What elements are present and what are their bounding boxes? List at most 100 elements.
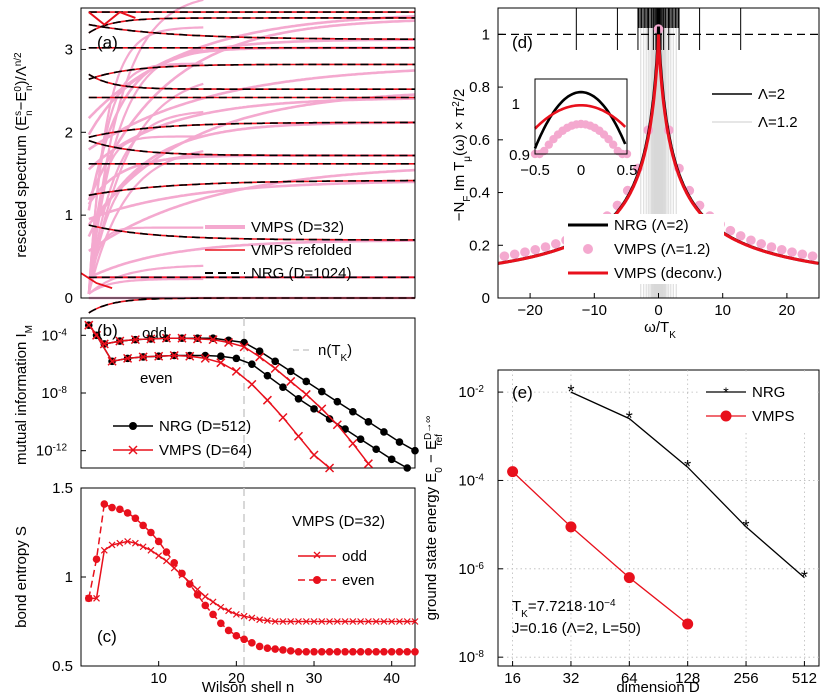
odd-marker (302, 618, 310, 625)
legend-vmps-d64: VMPS (D=64) (159, 442, 252, 459)
even-marker (279, 646, 287, 654)
nrg-marker (286, 367, 295, 376)
panel-e-ytick-label: 10-8 (458, 649, 484, 667)
odd-marker (100, 546, 108, 554)
inset-xtick-pos: 0.5 (617, 162, 638, 179)
even-marker (92, 555, 101, 563)
annotation-j: J=0.16 (Λ=2, L=50) (512, 620, 641, 637)
panel-c-ylabel: bond entropy S (13, 526, 30, 628)
panel-b-yticks: 10-4 10-8 10-12 (36, 327, 86, 460)
panel-e-legend: * NRG VMPS (700, 374, 816, 432)
vmps-lambda12-dot (530, 244, 541, 255)
even-marker (154, 537, 163, 546)
odd-marker (155, 552, 163, 560)
legend-vmps-d32: VMPS (D=32) (251, 219, 344, 236)
odd-marker (372, 618, 380, 625)
legend-lambda-2: Λ=2 (758, 86, 785, 103)
nrg-marker: * (567, 382, 574, 402)
vmps-marker (84, 320, 94, 330)
vmps-marker (332, 420, 342, 430)
vmps-marker (115, 336, 125, 346)
nrg-d1024-curve (88, 17, 415, 34)
panel-b-ytick-label: 10-12 (36, 442, 68, 460)
vmps-marker (99, 339, 109, 349)
panel-a-legend: VMPS (D=32) VMPS refolded NRG (D=1024) (205, 219, 352, 282)
vmps-marker (247, 379, 257, 389)
vmps-d32-curve (87, 82, 204, 295)
vmps-marker (169, 350, 179, 361)
panel-d-xtick-label: −10 (582, 302, 607, 319)
inset-xtick-0: 0 (577, 162, 585, 179)
odd-marker (201, 593, 209, 601)
vmps-lambda12-dot (807, 251, 818, 261)
vmps-marker (92, 330, 102, 340)
nrg-d1024-curve (88, 179, 415, 197)
inset-vmps-dot (604, 134, 613, 144)
vmps-line (512, 471, 689, 625)
nrg-marker (387, 455, 396, 464)
odd-marker (287, 618, 295, 625)
panel-e-xtick-label: 512 (792, 670, 817, 687)
even-marker (201, 601, 210, 610)
vmps-d32-curve (87, 110, 204, 295)
nrg-marker (302, 377, 311, 386)
odd-marker (326, 618, 333, 625)
panel-c-title: VMPS (D=32) (292, 513, 385, 530)
nrg-marker (217, 352, 225, 361)
panel-c-xlabel: Wilson shell n (202, 679, 295, 696)
nrg-marker (279, 383, 287, 392)
even-marker (372, 647, 380, 656)
nrg-marker (411, 446, 419, 455)
legend-lambda-1-2: Λ=1.2 (758, 114, 798, 131)
odd-marker (403, 618, 411, 625)
vmps-d32-curve (87, 26, 204, 294)
odd-marker (108, 541, 116, 549)
panel-e-ylabel: ground state energy E0 − ED→∞ref (423, 416, 445, 621)
even-marker (248, 639, 256, 647)
vmps-d32-curve (88, 239, 415, 279)
panel-c-legend: odd even (298, 548, 375, 589)
vmps-refolded-curve (80, 272, 113, 289)
panel-e-xtick-label: 32 (563, 670, 580, 687)
panel-b-ytick-label: 10-8 (41, 385, 67, 403)
odd-marker (364, 618, 372, 625)
legend-vmps-lambda12: VMPS (Λ=1.2) (614, 241, 710, 258)
vmps-d32-curve (87, 0, 204, 295)
nrg-d1024-curve (88, 23, 415, 41)
even-marker (147, 528, 155, 537)
panel-e-frame (497, 369, 820, 667)
vmps-marker (161, 333, 171, 343)
panel-d-xtick-label: 20 (779, 302, 796, 319)
even-marker (84, 594, 93, 603)
panel-d-ytick-label: 0.8 (469, 79, 490, 96)
nrg-marker: * (684, 457, 691, 477)
panel-d-legend-top: Λ=2 Λ=1.2 (702, 80, 818, 142)
odd-marker (341, 618, 349, 625)
even-marker (116, 505, 124, 514)
panel-a-ytick-label: 3 (65, 41, 73, 58)
even-marker (100, 500, 109, 508)
panel-a-curves (80, 0, 416, 314)
vmps-marker (224, 337, 234, 348)
even-marker (139, 521, 147, 530)
odd-marker (225, 607, 233, 615)
odd-marker (263, 617, 271, 625)
panel-d-curves (497, 24, 819, 265)
odd-marker (116, 539, 124, 547)
even-marker (341, 647, 349, 656)
odd-marker (147, 546, 155, 554)
legend-nrg: NRG (752, 384, 785, 401)
vmps-marker (262, 395, 272, 405)
nrg-marker (325, 415, 334, 423)
vmps-lambda12-dot (540, 242, 551, 252)
vmps-lambda12-dot (550, 239, 561, 249)
odd-marker (396, 618, 403, 625)
odd-marker (380, 618, 388, 625)
legend-vmps-deconv: VMPS (deconv.) (614, 265, 722, 282)
nrg-marker: * (801, 568, 808, 588)
vmps-marker (185, 351, 195, 361)
annotation-odd: odd (142, 325, 167, 342)
inset-vmps-dot (609, 140, 618, 149)
vmps-marker (146, 334, 156, 344)
nrg-d1024-curve (88, 139, 415, 157)
